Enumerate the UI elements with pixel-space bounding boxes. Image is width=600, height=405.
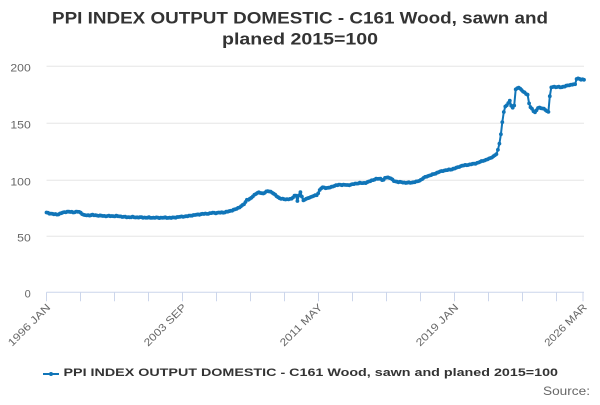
svg-text:150: 150 xyxy=(10,120,30,132)
svg-text:PPI INDEX OUTPUT DOMESTIC - C1: PPI INDEX OUTPUT DOMESTIC - C161 Wood, s… xyxy=(64,367,559,379)
svg-text:Source:: Source: xyxy=(543,384,590,398)
svg-text:PPI INDEX OUTPUT DOMESTIC - C1: PPI INDEX OUTPUT DOMESTIC - C161 Wood, s… xyxy=(52,9,548,27)
svg-text:planed 2015=100: planed 2015=100 xyxy=(222,31,378,49)
svg-text:0: 0 xyxy=(25,289,31,301)
svg-text:200: 200 xyxy=(10,63,30,75)
svg-text:100: 100 xyxy=(10,177,30,189)
svg-text:50: 50 xyxy=(17,233,31,245)
